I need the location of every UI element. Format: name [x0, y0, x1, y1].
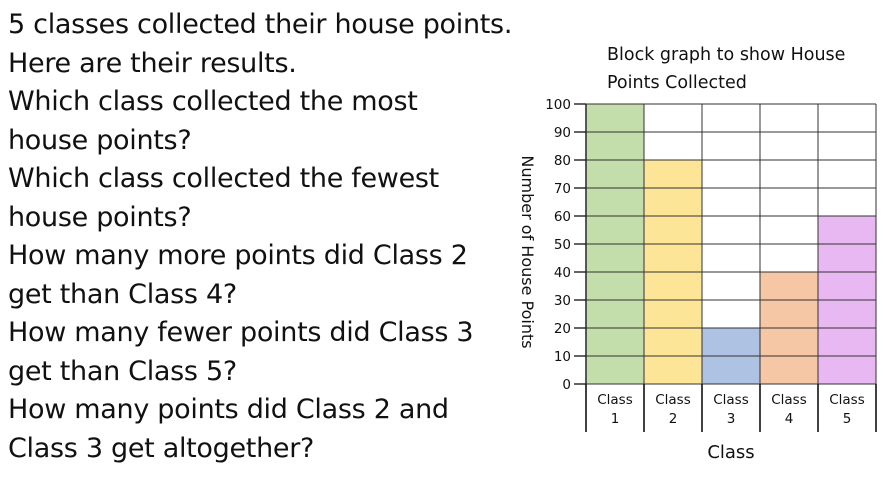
question-line: How many fewer points did Class 3	[8, 317, 474, 348]
y-tick-label: 90	[554, 125, 571, 141]
question-line: Here are their results.	[8, 47, 297, 79]
y-tick-label: 10	[554, 349, 571, 365]
chart-title: Points Collected	[607, 73, 747, 93]
x-tick-label: 3	[727, 411, 736, 427]
y-tick-label: 40	[554, 265, 571, 281]
y-tick-label: 70	[554, 181, 571, 197]
y-tick-label: 20	[554, 321, 571, 337]
x-tick-label: Class	[829, 392, 865, 408]
x-tick-label: 4	[785, 411, 794, 427]
x-axis-title: Class	[707, 442, 754, 463]
question-line: Which class collected the fewest	[8, 163, 439, 194]
y-tick-label: 30	[554, 293, 571, 309]
x-tick-label: Class	[771, 392, 807, 408]
y-tick-label: 0	[562, 377, 571, 393]
x-tick-label: 5	[843, 411, 852, 427]
question-line: house points?	[8, 201, 192, 233]
question-line: Which class collected the most	[8, 86, 418, 117]
question-line: get than Class 4?	[8, 278, 237, 310]
question-line: get than Class 5?	[8, 355, 237, 387]
y-tick-label: 60	[554, 209, 571, 225]
question-line: 5 classes collected their house points.	[8, 9, 513, 40]
x-tick-label: 1	[611, 411, 620, 427]
x-tick-label: Class	[597, 392, 633, 408]
question-line: house points?	[8, 124, 192, 156]
chart-title: Block graph to show House	[607, 45, 845, 65]
x-tick-label: Class	[655, 392, 691, 408]
question-line: Class 3 get altogether?	[8, 432, 315, 464]
y-axis-title: Number of House Points	[518, 155, 537, 348]
x-tick-label: 2	[669, 411, 678, 427]
y-tick-label: 50	[554, 237, 571, 253]
y-tick-label: 100	[545, 97, 571, 113]
question-line: How many points did Class 2 and	[8, 394, 449, 425]
question-text: 5 classes collected their house points. H…	[8, 6, 513, 468]
y-tick-label: 80	[554, 153, 571, 169]
x-tick-label: Class	[713, 392, 749, 408]
question-line: How many more points did Class 2	[8, 240, 468, 271]
